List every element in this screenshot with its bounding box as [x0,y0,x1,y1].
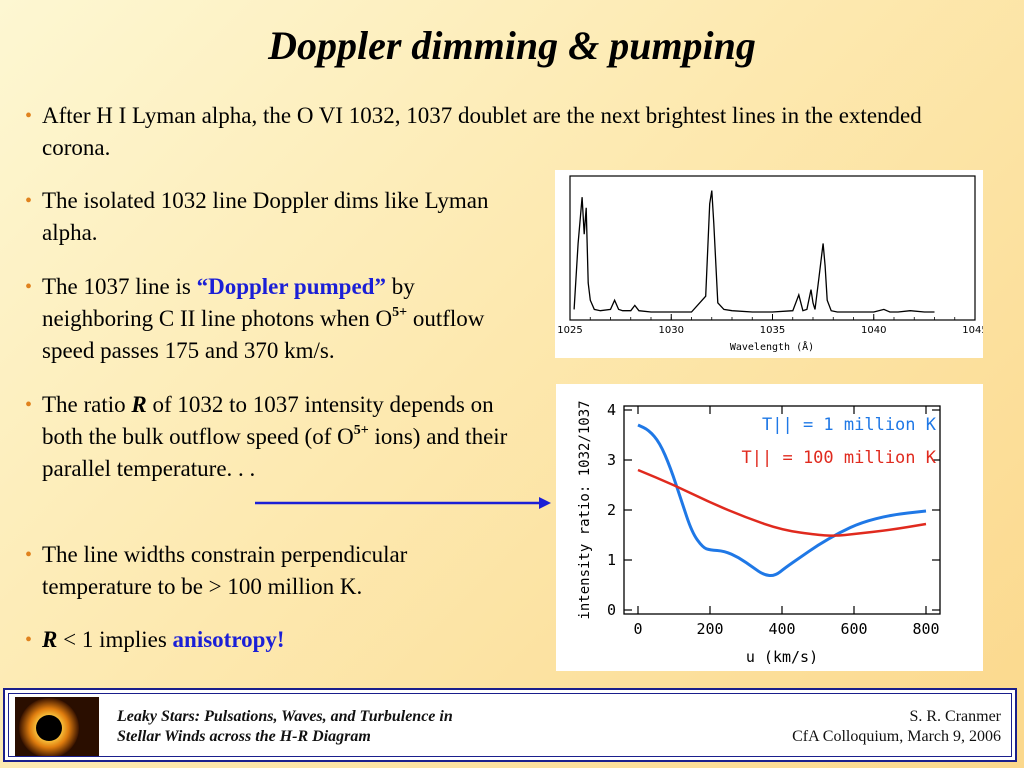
bullet-marker: • [25,629,33,651]
bullet-marker: • [25,544,33,566]
bullet-marker: • [25,190,33,212]
ion-charge-sup: 5+ [353,423,369,439]
ratio-x-tick-label: 200 [696,620,723,638]
spectrum-frame [569,175,976,321]
bullet-3-text-c: outflow speed passes 175 and 370 km/s. [42,306,485,363]
bullet-marker: • [25,105,33,127]
spectrum-tick-label: 1040 [861,325,886,336]
ratio-xlabel: u (km/s) [746,648,818,666]
footer-title-line-1: Leaky Stars: Pulsations, Waves, and Turb… [117,708,453,725]
pointer-arrow [255,497,551,509]
bullet-2: • The isolated 1032 line Doppler dims li… [25,185,532,249]
spectrum-panel: 1025 1030 1035 1040 1045 Wavelength (Å) [555,170,988,358]
bullet-3-text-a: The 1037 line is [42,274,197,299]
ratio-symbol: R [131,392,147,417]
ratio-x-tick-label: 400 [768,620,795,638]
ratio-ylabel: intensity ratio: 1032/1037 [577,400,593,619]
bullet-5-text: The line widths constrain perpendicular … [42,542,408,599]
bullet-2-text: The isolated 1032 line Doppler dims like… [42,188,489,245]
ratio-y-tick-label: 1 [607,551,616,569]
spectrum-tick-label: 1025 [557,325,582,336]
spectrum-chart: 1025 1030 1035 1040 1045 Wavelength (Å) [557,175,988,353]
footer-inner-border [8,693,1012,757]
ratio-axis-ticks: 0 200 400 600 800 0 1 2 3 4 [607,401,940,638]
footer-author: S. R. Cranmer [909,708,1001,725]
spectrum-line [573,190,935,313]
bullet-3: • The 1037 line is “Doppler pumped” by n… [25,271,512,367]
ratio-y-tick-label: 4 [607,401,616,419]
slide-title: Doppler dimming & pumping [268,23,756,68]
bullet-3-text-b: by neighboring C II line photons when O [42,274,415,331]
bullet-4-text-c: ions) and their parallel temperature. . … [42,424,508,481]
spectrum-tick-label: 1030 [659,325,684,336]
footer-bar: Leaky Stars: Pulsations, Waves, and Turb… [3,688,1017,762]
bullet-4-text-a: The ratio [42,392,132,417]
spectrum-xlabel: Wavelength (Å) [730,340,814,353]
ratio-frame [623,405,941,615]
bullet-4: • The ratio R of 1032 to 1037 intensity … [25,389,512,485]
bullet-5: • The line widths constrain perpendicula… [25,539,522,603]
footer-talk-title: Leaky Stars: Pulsations, Waves, and Turb… [117,707,453,747]
ratio-y-tick-label: 3 [607,451,616,469]
footer-speaker: S. R. Cranmer CfA Colloquium, March 9, 2… [792,707,1001,747]
ratio-y-tick-label: 2 [607,501,616,519]
bullet-1: • After H I Lyman alpha, the O VI 1032, … [25,100,992,164]
ratio-curve-100mk [637,468,927,537]
bullet-1-text: After H I Lyman alpha, the O VI 1032, 10… [42,103,922,160]
spectrum-tick-label: 1035 [760,325,785,336]
ion-charge-sup: 5+ [392,305,408,321]
spectrum-tick-label: 1045 [962,325,983,336]
footer-venue-date: CfA Colloquium, March 9, 2006 [792,728,1001,745]
ratio-panel: 0 200 400 600 800 0 1 2 3 4 T|| = 1 million K T||… [556,384,983,671]
anisotropy-emphasis: anisotropy! [172,627,285,652]
ratio-symbol: R [42,627,58,652]
bullet-6-text: < 1 implies [57,627,173,652]
ratio-chart: 0 200 400 600 800 0 1 2 3 4 T|| = 1 million K T||… [577,400,941,666]
spectrum-x-ticks: 1025 1030 1035 1040 1045 [557,314,988,336]
ratio-y-tick-label: 0 [607,601,616,619]
footer-title-line-2: Stellar Winds across the H-R Diagram [117,728,371,745]
bullet-4-text-b: of 1032 to 1037 intensity depends on bot… [42,392,494,449]
bullet-marker: • [25,394,33,416]
doppler-pumped-emphasis: “Doppler pumped” [196,274,386,299]
solar-eclipse-icon [15,697,99,756]
bullet-marker: • [25,276,33,298]
ratio-curve-1mk [637,423,927,578]
ratio-x-tick-label: 0 [633,620,642,638]
ratio-x-tick-label: 600 [840,620,867,638]
ratio-x-tick-label: 800 [912,620,939,638]
bullet-6: • R < 1 implies anisotropy! [25,624,522,656]
legend-label-1mk: T|| = 1 million K [762,415,937,435]
legend-label-100mk: T|| = 100 million K [742,448,937,468]
